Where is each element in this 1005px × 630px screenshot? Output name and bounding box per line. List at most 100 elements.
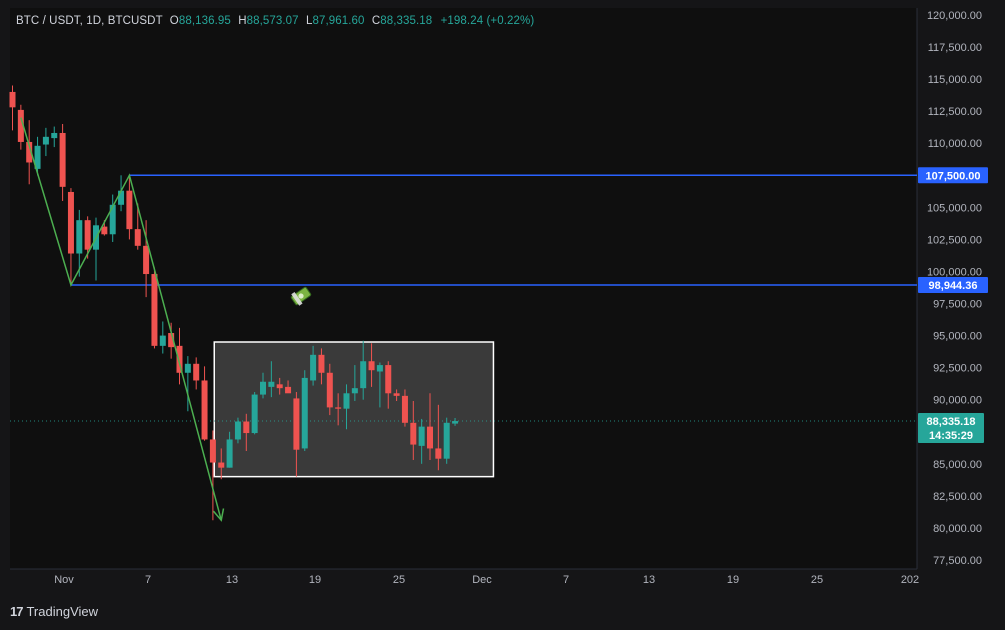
close-value: 88,335.18 (380, 15, 433, 27)
symbol-legend: BTC / USDT, 1D, BTCUSDT O88,136.95 H88,5… (16, 15, 534, 27)
candle-body (234, 421, 241, 440)
open-value: 88,136.95 (178, 15, 231, 27)
candle-body (26, 141, 33, 163)
candle (209, 430, 216, 521)
candle (143, 220, 150, 298)
candle (118, 175, 125, 212)
time-tick-label: 25 (811, 574, 823, 586)
time-tick-label: 7 (145, 574, 151, 586)
candle-body (293, 398, 300, 450)
candle (343, 384, 350, 430)
candle (134, 203, 141, 250)
candle (318, 348, 325, 385)
candle-body (176, 345, 183, 373)
level-high-tag: 107,500.00 (918, 167, 988, 184)
candle-body (84, 220, 91, 250)
candle (326, 363, 333, 416)
level-high-tag-bg (918, 167, 988, 184)
candle-body (251, 394, 258, 434)
candle (401, 389, 408, 427)
candle (301, 370, 308, 451)
candle (109, 194, 116, 242)
candle (67, 188, 74, 285)
candle-body (109, 204, 116, 235)
price-tick-label: 112,500.00 (928, 106, 982, 118)
price-tick-label: 117,500.00 (928, 42, 982, 54)
candle-body (17, 109, 24, 142)
candle-body (310, 354, 317, 381)
candle (243, 413, 250, 451)
brand-name: TradingView (26, 604, 99, 619)
candle (93, 217, 99, 281)
candle-body (42, 136, 49, 145)
price-tick-label: 85,000.00 (933, 459, 982, 471)
candle (26, 120, 33, 185)
candle-body (201, 380, 208, 440)
candle (452, 418, 459, 426)
candle (351, 365, 358, 401)
candle-body (184, 363, 191, 373)
candle-body (410, 422, 417, 445)
price-tick-label: 92,500.00 (933, 363, 982, 375)
candle (276, 377, 283, 395)
candle-body (159, 335, 166, 346)
candle (76, 209, 83, 277)
time-tick-label: 13 (643, 574, 655, 586)
price-tick-label: 97,500.00 (933, 299, 982, 311)
candle-body (452, 421, 459, 424)
candle (443, 417, 450, 464)
candle (226, 431, 233, 468)
horizontal-level-lines[interactable] (10, 174, 917, 422)
candlestick-series (9, 85, 459, 521)
price-tick-label: 115,000.00 (928, 74, 982, 86)
candle (285, 380, 292, 394)
price-tick-label: 82,500.00 (933, 491, 982, 503)
candle (168, 322, 175, 359)
candle (234, 417, 241, 444)
low-label: L (305, 15, 313, 27)
candle (310, 345, 317, 386)
symbol-title[interactable]: BTC / USDT, 1D, BTCUSDT (16, 15, 163, 27)
plot-area[interactable] (10, 8, 917, 569)
money-sticker (290, 286, 312, 306)
candle (193, 357, 200, 390)
candle (184, 356, 191, 412)
candle-body (151, 274, 158, 346)
candle (126, 175, 133, 240)
candle-body (51, 132, 58, 139)
candle-body (126, 190, 133, 230)
candle (410, 400, 417, 460)
candle-body (368, 361, 375, 371)
price-tags: 107,500.00 98,944.36 88,335.18 14:35:29 (918, 167, 988, 444)
candle (17, 104, 24, 150)
tradingview-branding[interactable]: 17 TradingView (10, 604, 98, 619)
time-axis[interactable]: Nov 7 13 19 25 Dec 7 13 19 25 202 (10, 568, 919, 586)
banknote-center (298, 293, 304, 299)
level-low-tag-text: 98,944.36 (929, 280, 978, 292)
candle (293, 392, 300, 477)
time-tick-label: 202 (901, 574, 919, 586)
candle (260, 372, 266, 399)
time-tick-label: 19 (727, 574, 739, 586)
price-tick-label: 95,000.00 (933, 331, 982, 343)
candle (218, 448, 225, 480)
candle (376, 362, 383, 408)
high-label: H (238, 15, 247, 27)
trend-line-drawing[interactable] (20, 117, 225, 522)
candle-body (393, 393, 400, 396)
open-label: O (169, 15, 179, 27)
candle-body (134, 229, 141, 246)
candle (9, 85, 16, 131)
candle (268, 361, 275, 398)
candle-body (243, 421, 250, 434)
candle (176, 327, 183, 385)
candle (201, 366, 208, 441)
last-price-tag: 88,335.18 14:35:29 (918, 413, 984, 444)
candle (251, 392, 258, 435)
candle-body (418, 426, 425, 446)
candle (51, 126, 58, 148)
last-price-tag-text: 88,335.18 (927, 416, 976, 428)
candle (368, 343, 375, 387)
money-bag-icon[interactable] (290, 285, 313, 307)
